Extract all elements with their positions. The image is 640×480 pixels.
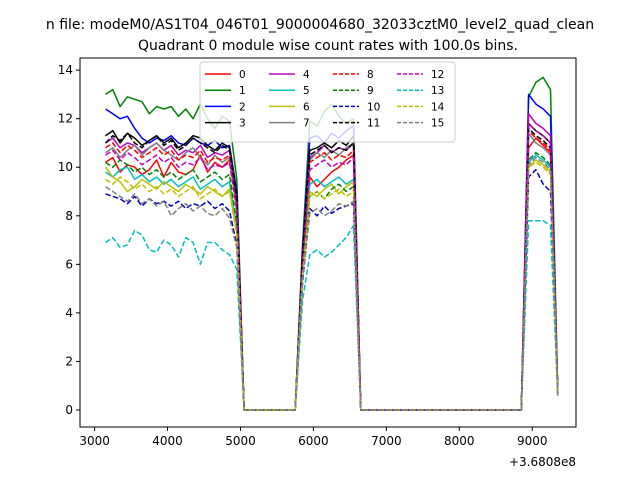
y-tick-label: 12 (58, 112, 73, 126)
x-tick-label: 7000 (371, 434, 402, 448)
y-axis: 0 2 4 6 8 10 12 14 (58, 63, 80, 417)
series-line-4 (105, 113, 559, 411)
series-line-0 (105, 137, 559, 411)
series-line-14 (105, 161, 559, 411)
series-line-10 (105, 168, 559, 411)
y-tick-label: 10 (58, 160, 73, 174)
legend-label-13: 13 (431, 85, 444, 97)
x-offset-text: +3.6808e8 (509, 455, 576, 469)
legend-label-15: 15 (431, 118, 444, 130)
y-tick-label: 2 (65, 354, 73, 368)
x-tick-label: 5000 (225, 434, 256, 448)
series-line-11 (104, 127, 559, 411)
y-tick-label: 14 (58, 63, 73, 77)
series-line-6 (104, 159, 559, 411)
series-line-13 (105, 219, 559, 411)
legend-label-4: 4 (303, 69, 310, 81)
y-tick-label: 0 (65, 403, 73, 417)
x-tick-label: 8000 (444, 434, 475, 448)
legend-label-10: 10 (367, 101, 380, 113)
legend-label-9: 9 (367, 85, 374, 97)
legend-label-6: 6 (303, 101, 310, 113)
series-line-15 (105, 156, 559, 411)
x-tick-label: 4000 (152, 434, 183, 448)
legend-label-14: 14 (431, 101, 445, 113)
chart-title: Quadrant 0 module wise count rates with … (138, 38, 518, 54)
series-lines (104, 76, 559, 411)
axes-frame (79, 57, 577, 428)
x-tick-label: 9000 (517, 434, 548, 448)
legend-label-8: 8 (367, 69, 374, 81)
legend-label-0: 0 (239, 69, 246, 81)
legend-label-3: 3 (239, 118, 246, 130)
legend-label-2: 2 (239, 101, 246, 113)
y-tick-label: 4 (65, 306, 73, 320)
y-tick-label: 8 (65, 209, 73, 223)
x-axis: 3000 4000 5000 6000 7000 8000 9000 (79, 427, 548, 448)
figure-suptitle: n file: modeM0/AS1T04_046T01_9000004680_… (46, 17, 594, 33)
legend-label-12: 12 (431, 69, 444, 81)
y-tick-label: 6 (65, 257, 73, 271)
legend-label-1: 1 (239, 85, 246, 97)
legend-box (199, 61, 456, 143)
x-tick-label: 3000 (79, 434, 110, 448)
legend-label-7: 7 (303, 118, 310, 130)
legend-label-11: 11 (367, 118, 380, 130)
legend-label-5: 5 (303, 85, 310, 97)
x-tick-label: 6000 (298, 434, 329, 448)
